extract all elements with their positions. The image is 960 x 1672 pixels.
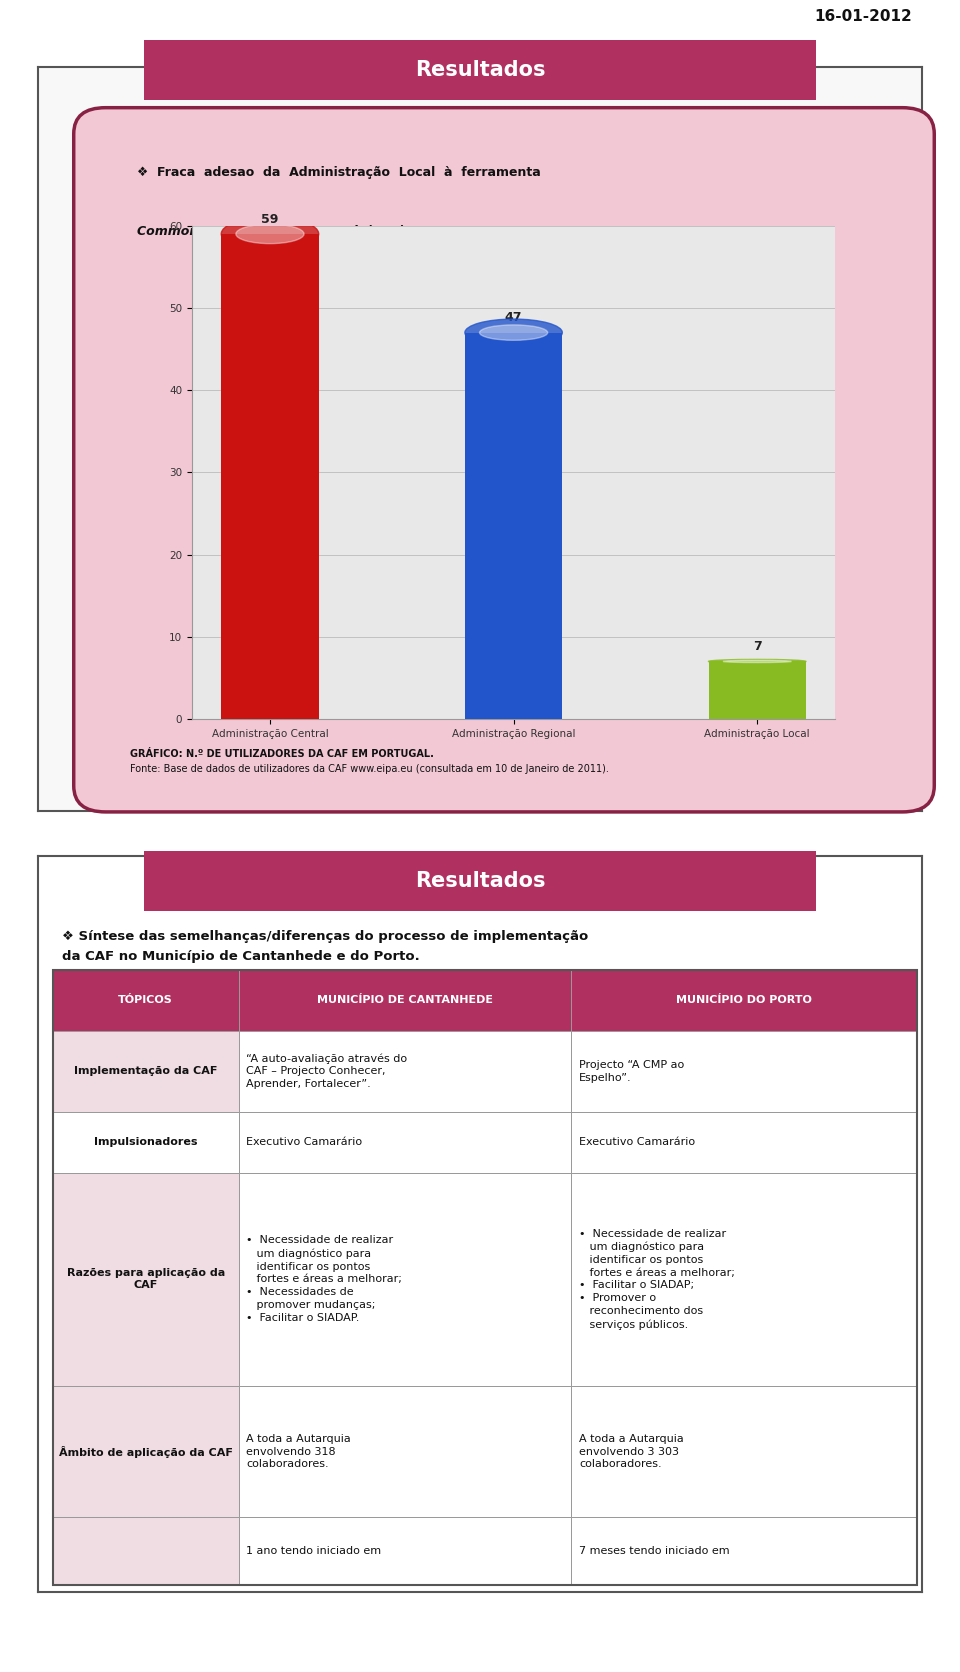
Bar <box>53 970 917 1585</box>
Text: 7 meses tendo iniciado em: 7 meses tendo iniciado em <box>579 1547 730 1557</box>
Bar <box>53 1030 238 1112</box>
Ellipse shape <box>723 660 791 662</box>
Text: A toda a Autarquia
envolvendo 318
colaboradores.: A toda a Autarquia envolvendo 318 colabo… <box>246 1433 351 1470</box>
Text: A toda a Autarquia
envolvendo 3 303
colaboradores.: A toda a Autarquia envolvendo 3 303 cola… <box>579 1433 684 1470</box>
Text: 47: 47 <box>505 311 522 324</box>
Text: TÓPICOS: TÓPICOS <box>118 995 173 1005</box>
Text: Executivo Camarário: Executivo Camarário <box>579 1137 695 1147</box>
Bar <box>238 1112 571 1172</box>
FancyBboxPatch shape <box>43 32 917 109</box>
Text: •  Necessidade de realizar
   um diagnóstico para
   identificar os pontos
   fo: • Necessidade de realizar um diagnóstico… <box>246 1236 402 1323</box>
Ellipse shape <box>708 659 806 664</box>
Text: Resultados: Resultados <box>415 60 545 80</box>
Bar <box>53 1518 238 1585</box>
Text: GRÁFICO: N.º DE UTILIZADORES DA CAF EM PORTUGAL.: GRÁFICO: N.º DE UTILIZADORES DA CAF EM P… <box>130 749 434 759</box>
FancyBboxPatch shape <box>43 843 917 920</box>
Bar <box>238 1030 571 1112</box>
Text: Resultados: Resultados <box>415 871 545 891</box>
Text: 1 ano tendo iniciado em: 1 ano tendo iniciado em <box>246 1547 381 1557</box>
FancyBboxPatch shape <box>74 107 934 813</box>
Bar <box>53 1112 238 1172</box>
Bar <box>571 1172 917 1386</box>
Bar <box>571 970 917 1030</box>
Text: da CAF no Município de Cantanhede e do Porto.: da CAF no Município de Cantanhede e do P… <box>62 950 420 963</box>
Bar <box>571 1386 917 1518</box>
Bar <box>238 1518 571 1585</box>
Bar <box>238 1172 571 1386</box>
Text: Âmbito de aplicação da CAF: Âmbito de aplicação da CAF <box>59 1446 232 1458</box>
Text: ❖ Síntese das semelhanças/diferenças do processo de implementação: ❖ Síntese das semelhanças/diferenças do … <box>62 930 588 943</box>
Text: Razões para aplicação da
CAF: Razões para aplicação da CAF <box>66 1267 225 1291</box>
Bar <box>53 1172 238 1386</box>
Text: Executivo Camarário: Executivo Camarário <box>246 1137 362 1147</box>
Text: MUNICÍPIO DE CANTANHEDE: MUNICÍPIO DE CANTANHEDE <box>317 995 492 1005</box>
Ellipse shape <box>221 217 319 251</box>
Bar <box>53 970 238 1030</box>
Bar <box>238 970 571 1030</box>
Bar <box>221 234 319 719</box>
Text: Projecto “A CMP ao
Espelho”.: Projecto “A CMP ao Espelho”. <box>579 1060 684 1082</box>
Ellipse shape <box>465 319 563 346</box>
Text: •  Necessidade de realizar
   um diagnóstico para
   identificar os pontos
   fo: • Necessidade de realizar um diagnóstico… <box>579 1229 734 1329</box>
Bar <box>53 1386 238 1518</box>
Bar <box>465 333 563 719</box>
Bar <box>571 1030 917 1112</box>
Text: 16-01-2012: 16-01-2012 <box>814 8 912 23</box>
Ellipse shape <box>479 324 548 341</box>
Text: 59: 59 <box>261 212 278 226</box>
Bar <box>571 1112 917 1172</box>
Ellipse shape <box>236 224 304 244</box>
Text: Implementação da CAF: Implementação da CAF <box>74 1067 217 1077</box>
Text: 7: 7 <box>753 640 761 654</box>
Text: Common Asessment Framework (CAF);: Common Asessment Framework (CAF); <box>137 226 410 237</box>
Bar <box>238 1386 571 1518</box>
Bar <box>708 662 806 719</box>
Text: “A auto-avaliação através do
CAF – Projecto Conhecer,
Aprender, Fortalecer”.: “A auto-avaliação através do CAF – Proje… <box>246 1053 407 1088</box>
Text: MUNICÍPIO DO PORTO: MUNICÍPIO DO PORTO <box>676 995 812 1005</box>
Bar <box>571 1518 917 1585</box>
Text: ❖  Fraca  adesao  da  Administração  Local  à  ferramenta: ❖ Fraca adesao da Administração Local à … <box>137 167 541 179</box>
Text: Fonte: Base de dados de utilizadores da CAF www.eipa.eu (consultada em 10 de Jan: Fonte: Base de dados de utilizadores da … <box>130 764 609 774</box>
Text: Impulsionadores: Impulsionadores <box>94 1137 198 1147</box>
